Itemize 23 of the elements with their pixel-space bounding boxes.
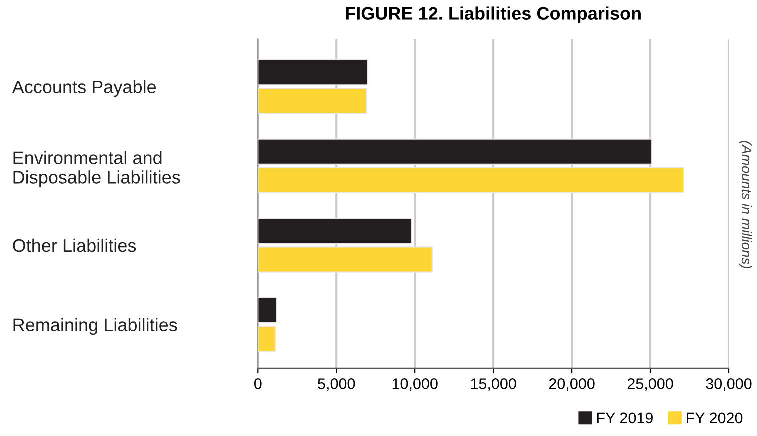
- chart-title: FIGURE 12. Liabilities Comparison: [346, 6, 641, 24]
- y-tick-label: Other Liabilities: [13, 238, 136, 252]
- legend-label: FY 2020: [687, 412, 743, 424]
- bar: [258, 167, 684, 194]
- text: (Amounts in millions): [739, 141, 752, 269]
- y-tick-label: Accounts Payable: [12, 80, 156, 98]
- bar: [258, 246, 433, 273]
- y-tick-label: Environmental and Disposable Liabilities: [14, 151, 180, 188]
- bar: [258, 59, 369, 86]
- x-tick-label: 15,000: [471, 378, 516, 392]
- x-tick-label: 5,000: [318, 378, 356, 392]
- bar: [258, 138, 653, 165]
- legend-label: FY 2019: [597, 412, 653, 424]
- bar: [258, 88, 367, 114]
- bar: [258, 326, 276, 352]
- y-tick-label: Remaining Liabilities: [14, 318, 178, 336]
- x-tick-label: 25,000: [628, 378, 674, 392]
- bar: [258, 218, 413, 244]
- x-tick-label: 0: [254, 378, 262, 390]
- bar: [258, 297, 278, 324]
- x-tick-label: 10,000: [392, 378, 438, 392]
- x-tick-label: 30,000: [706, 378, 752, 392]
- x-tick-label: 20,000: [549, 378, 595, 392]
